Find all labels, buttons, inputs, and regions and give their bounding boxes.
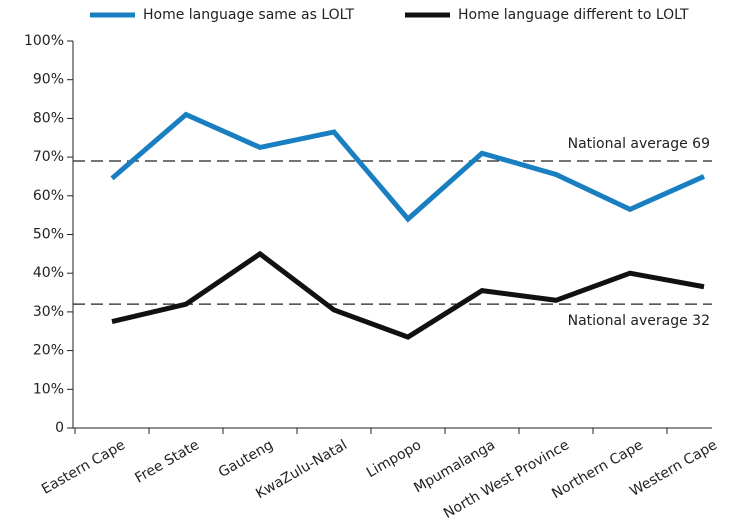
- series-line: [111, 250, 705, 340]
- y-tick-label: 90%: [33, 72, 64, 88]
- x-tick-label: Eastern Cape: [39, 437, 128, 498]
- x-tick-label: North West Province: [441, 437, 572, 522]
- legend-label: Home language same as LOLT: [143, 7, 355, 23]
- x-tick-label: Limpopo: [364, 437, 424, 481]
- y-tick-label: 20%: [33, 343, 64, 359]
- y-tick-label: 0: [55, 420, 64, 436]
- y-tick-label: 10%: [33, 381, 64, 397]
- y-tick-label: 40%: [33, 265, 64, 281]
- series-line: [110, 111, 706, 223]
- y-tick-label: 100%: [24, 33, 64, 49]
- y-tick-label: 30%: [33, 304, 64, 320]
- x-tick-label: Free State: [132, 437, 202, 486]
- y-tick-label: 60%: [33, 188, 64, 204]
- y-tick-label: 80%: [33, 110, 64, 126]
- y-tick-label: 70%: [33, 149, 64, 165]
- reference-label: National average 32: [568, 313, 710, 329]
- x-tick-label: Gauteng: [216, 437, 276, 481]
- y-tick-label: 50%: [33, 227, 64, 243]
- reference-label: National average 69: [568, 136, 710, 152]
- legend-label: Home language different to LOLT: [458, 7, 689, 23]
